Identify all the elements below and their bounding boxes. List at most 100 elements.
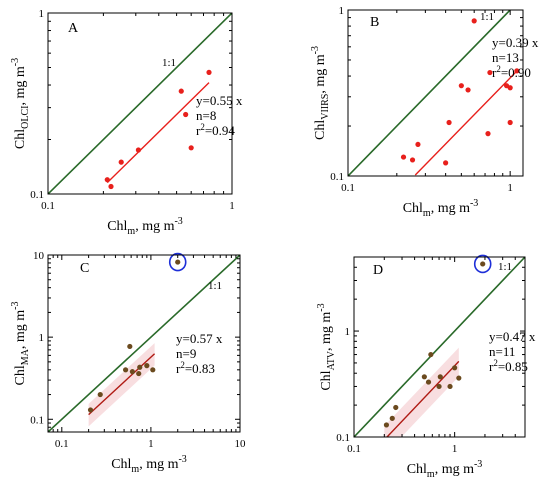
data-point	[514, 68, 520, 74]
r-squared: r2=0.90	[492, 64, 531, 80]
one-to-one-label: 1:1	[480, 11, 494, 23]
data-point	[507, 119, 513, 126]
data-point	[127, 343, 133, 350]
data-point	[87, 407, 94, 413]
one-to-one-label: 1:1	[208, 280, 222, 292]
panel-b-plot-area	[348, 10, 520, 176]
r-squared-value: =0.90	[501, 65, 531, 80]
r-squared-value: =0.83	[185, 361, 215, 376]
outlier-point	[480, 261, 486, 267]
r-squared: r2=0.85	[489, 358, 528, 374]
panel-letter: D	[373, 263, 383, 278]
y-axis-label-text: ChlOLCI, mg m-3	[10, 58, 31, 149]
fit-equation: y=0.57 x	[176, 331, 223, 346]
y-axis-label-base: Chl	[13, 129, 28, 149]
x-axis-label-unit: , mg m	[135, 219, 174, 234]
data-point	[456, 375, 462, 381]
x-tick-label: 0.1	[55, 438, 69, 450]
outlier-ring	[168, 252, 187, 272]
data-point	[425, 379, 432, 385]
one-to-one-line	[48, 255, 240, 432]
x-axis-label-text: Chlm, mg m-3	[403, 198, 479, 219]
data-point	[188, 145, 194, 151]
y-tick-label: 0.1	[330, 171, 344, 183]
data-point	[437, 374, 443, 380]
y-axis-label-sup: -3	[10, 58, 21, 66]
data-point	[415, 141, 421, 148]
y-tick-label: 0.1	[30, 414, 44, 426]
x-axis-label: Chlm, mg m-3	[403, 198, 479, 219]
outlier-ring	[473, 254, 492, 274]
r-squared: r2=0.94	[196, 122, 235, 138]
y-axis-label-text: ChlMA, mg m-3	[10, 302, 31, 386]
data-point	[97, 391, 103, 398]
data-point	[465, 87, 471, 93]
x-axis-label-sup: -3	[474, 459, 482, 470]
data-point	[485, 131, 491, 137]
one-to-one-label: 1:1	[162, 57, 176, 69]
data-point	[428, 351, 434, 358]
regression-line	[88, 353, 156, 416]
x-axis-label-text: Chlm, mg m-3	[407, 459, 483, 480]
y-tick-label: 1	[345, 326, 351, 338]
data-point	[487, 69, 493, 76]
data-point	[393, 404, 399, 411]
x-tick-label: 1	[452, 443, 458, 455]
y-axis-label-text: ChlATV, mg m-3	[316, 303, 337, 390]
panel-d-plot-area	[354, 257, 525, 437]
r-squared-base: r	[196, 123, 201, 138]
y-tick-label: 0.1	[336, 432, 350, 444]
r-squared-sup: 2	[200, 122, 205, 132]
y-axis-label-base: Chl	[13, 365, 28, 385]
x-axis-label-sub: m	[127, 226, 135, 237]
x-axis-label-base: Chl	[403, 201, 423, 216]
panel-c-frame	[47, 254, 241, 433]
fit-confidence-band	[384, 347, 459, 437]
regression-line	[414, 70, 518, 176]
regression-line	[106, 82, 210, 184]
data-point	[389, 415, 395, 421]
one-to-one-line	[48, 13, 232, 194]
data-point	[150, 367, 156, 373]
fit-equation: y=0.47 x	[489, 329, 536, 344]
r-squared-base: r	[492, 65, 497, 80]
sample-count: n=9	[176, 346, 196, 361]
y-axis-label-sup: -3	[310, 46, 321, 54]
y-axis-label-sup: -3	[316, 303, 327, 311]
data-point	[135, 147, 142, 153]
y-axis-label: ChlVIIRS, mg m-3	[310, 46, 331, 140]
data-point	[206, 69, 212, 75]
one-to-one-line	[354, 257, 525, 437]
x-axis-label-sub: m	[131, 464, 139, 475]
sample-count: n=8	[196, 108, 216, 123]
sample-count: n=13	[492, 50, 519, 65]
data-point	[137, 364, 143, 370]
data-point	[409, 157, 416, 163]
x-tick-label: 0.1	[41, 200, 55, 212]
y-tick-label: 1	[39, 8, 45, 20]
r-squared-sup: 2	[180, 360, 185, 370]
data-point	[400, 154, 407, 160]
y-axis-label-sup: -3	[10, 302, 21, 310]
data-point	[144, 363, 150, 369]
x-tick-label: 1	[148, 438, 154, 450]
x-tick-label: 0.1	[341, 182, 355, 194]
r-squared-base: r	[176, 361, 181, 376]
y-axis-label-unit: , mg m	[319, 312, 334, 351]
y-tick-label: 1	[39, 332, 45, 344]
data-point	[383, 422, 390, 428]
regression-line	[386, 360, 460, 437]
y-axis-label-sub: ATV	[326, 350, 337, 370]
r-squared-sup: 2	[493, 358, 498, 368]
data-point	[183, 111, 189, 118]
panel-b-frame	[347, 9, 524, 177]
x-axis-label-sup: -3	[178, 454, 186, 465]
x-axis-label: Chlm, mg m-3	[107, 216, 183, 237]
r-squared-sup: 2	[496, 64, 501, 74]
x-axis-label-sub: m	[423, 208, 431, 219]
y-tick-label: 1	[339, 5, 345, 17]
x-axis-label-unit: , mg m	[435, 462, 474, 477]
